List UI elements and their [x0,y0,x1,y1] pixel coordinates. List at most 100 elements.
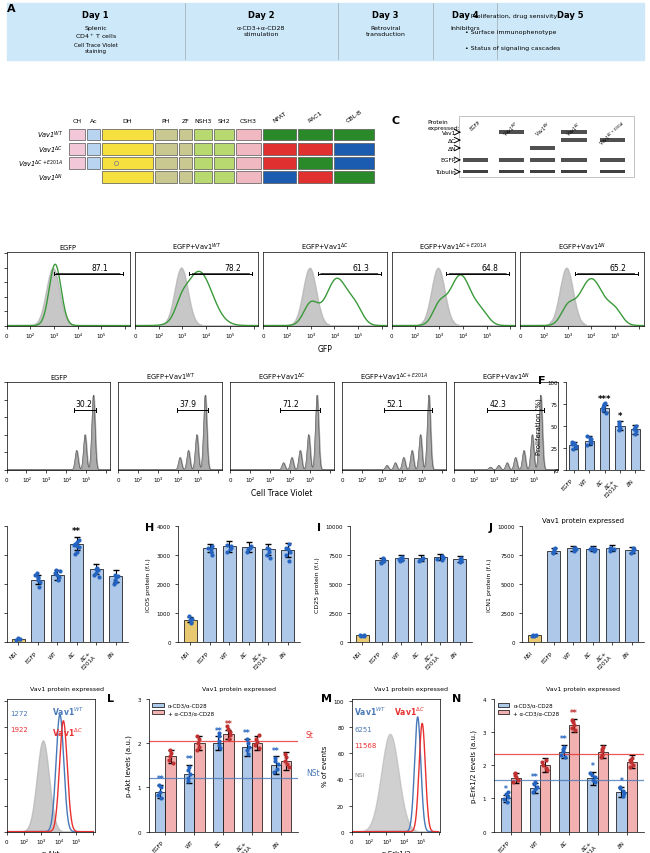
X-axis label: GFP: GFP [318,345,332,353]
Point [378,551,388,565]
Point [192,729,202,743]
Text: Vav1$^{\Delta C}$: Vav1$^{\Delta C}$ [38,144,64,155]
Text: M: M [321,693,332,704]
Bar [102,172,153,183]
Bar [547,551,560,642]
Bar [263,130,296,142]
Bar [600,409,609,470]
Point [396,551,406,565]
Point [378,554,389,567]
Bar [586,549,599,642]
Bar [179,172,192,183]
Point [598,403,608,417]
Point [32,571,43,584]
Point [164,753,174,767]
Bar [194,158,212,170]
Bar [194,144,212,155]
Point [567,716,578,729]
Point [615,781,625,795]
Text: 11568: 11568 [354,741,377,747]
Text: Vav1 protein expressed: Vav1 protein expressed [202,687,276,692]
Text: Cell Trace Violet
staining: Cell Trace Violet staining [74,44,118,54]
Bar [625,550,638,642]
Text: Vav1$^{\Delta N}$: Vav1$^{\Delta N}$ [38,172,64,183]
Point [269,765,280,779]
Text: ***: *** [598,395,611,403]
Point [283,761,294,775]
Point [630,420,641,433]
Bar [453,560,466,642]
Point [630,421,641,434]
Bar [262,549,274,642]
Point [538,758,548,772]
Text: NFAT: NFAT [272,111,287,124]
Point [541,753,551,767]
Point [570,441,580,455]
Bar [194,743,205,832]
Point [571,543,581,556]
Bar [70,544,83,642]
Point [590,543,600,556]
Text: C: C [391,116,399,125]
Text: Retroviral
transduction: Retroviral transduction [365,26,406,37]
X-axis label: p-Erk1/2: p-Erk1/2 [382,850,411,853]
Point [559,740,569,754]
Bar [263,144,296,155]
Point [166,746,176,760]
Point [281,542,291,555]
Text: CSH3: CSH3 [240,119,257,124]
Bar [242,548,255,642]
Y-axis label: CD25 protein (f.i.): CD25 protein (f.i.) [315,557,320,612]
Point [241,743,252,757]
Point [587,769,597,782]
Text: Vav1 protein expressed: Vav1 protein expressed [374,687,448,692]
Bar [334,144,374,155]
Point [273,757,283,771]
Point [589,544,599,558]
Bar [68,144,85,155]
Y-axis label: p-Akt levels (a.u.): p-Akt levels (a.u.) [125,734,132,796]
Text: EGFP: EGFP [469,119,482,131]
Point [110,568,120,582]
Text: **: ** [185,755,193,763]
Point [597,745,608,758]
Point [254,728,265,742]
Point [456,554,466,567]
Text: • Surface immunophenotype: • Surface immunophenotype [465,30,556,35]
Bar [562,171,586,174]
Text: Day 5: Day 5 [557,11,584,20]
Point [513,774,523,787]
Point [454,552,465,566]
Bar [185,775,194,832]
Point [246,540,256,554]
Point [628,758,638,772]
Point [597,742,608,756]
Point [567,714,577,728]
Point [569,723,580,737]
Bar [600,171,625,174]
Point [417,551,428,565]
Point [284,554,294,568]
Point [619,786,629,800]
Text: • Proliferation, drug sensivity: • Proliferation, drug sensivity [465,15,558,20]
Point [214,729,225,743]
Point [226,542,237,555]
Bar [214,130,234,142]
Text: 1272: 1272 [10,710,28,716]
Bar [584,441,594,470]
Point [185,768,195,781]
Point [547,545,558,559]
Point [414,554,424,568]
Bar [530,159,555,162]
Point [250,732,261,746]
Point [585,432,595,445]
Text: Ac: Ac [90,119,97,124]
Title: EGFP+Vav1$^{\Delta C}$: EGFP+Vav1$^{\Delta C}$ [258,371,306,382]
Text: A: A [6,4,15,15]
Text: 78.2: 78.2 [224,264,241,273]
Point [69,538,79,552]
Point [618,789,628,803]
Point [629,542,639,555]
Point [397,554,408,567]
Point [226,540,236,554]
